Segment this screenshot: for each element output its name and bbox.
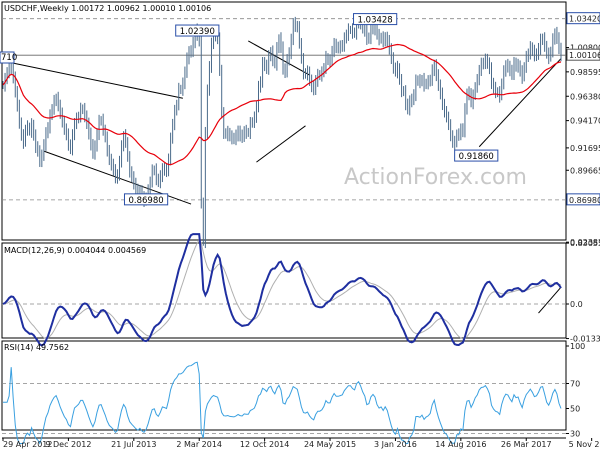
macd-tick-label: -0.013346	[570, 335, 600, 344]
annotation-low-2014: 0.86980	[128, 196, 163, 206]
labels: 0.83055 0.86980 0.89665 0.91695 0.94170 0.963…	[0, 4, 600, 449]
x-tick-label: 24 May 2015	[304, 440, 356, 449]
gridlines	[2, 18, 566, 434]
price-tick-label: 0.96380	[570, 92, 600, 101]
trendline	[256, 125, 306, 163]
last-price-label: 1.00106	[569, 51, 600, 60]
x-tick-label: 14 Aug 2016	[435, 440, 486, 449]
annotation-low-2017-box	[454, 149, 499, 162]
annotation-low-2014-box	[123, 193, 169, 206]
macd-signal-line	[2, 238, 562, 340]
x-tick-label: 26 Mar 2017	[501, 440, 552, 449]
annotation-high-2015-box	[175, 24, 220, 37]
trendline	[478, 58, 562, 148]
rsi-tick-label: 70	[570, 380, 580, 389]
watermark-layer: ActionForex.com	[344, 165, 527, 190]
level-box	[566, 193, 600, 206]
level-box	[566, 12, 600, 25]
price-tick-label: 0.83055	[570, 239, 600, 248]
x-tick-label: 29 Apr 2012	[3, 440, 52, 449]
moving-average-line	[2, 43, 562, 166]
panel-frame-2	[1, 242, 567, 339]
rsi-tick-label: 50	[570, 405, 580, 414]
watermark: ActionForex.com	[344, 165, 527, 190]
price-tick-label: 1.00800	[570, 44, 600, 53]
rsi-tick-label: 30	[570, 430, 580, 439]
x-tick-label: 2 Mar 2014	[176, 440, 222, 449]
x-tick-label: 12 Oct 2014	[240, 440, 289, 449]
price-tick-label: 0.91695	[570, 144, 600, 153]
price-tick-label: 0.94170	[570, 117, 600, 126]
level-label: 1.03420	[569, 15, 600, 24]
annotation-cut: 710	[1, 53, 17, 63]
rsi-line	[3, 361, 562, 445]
level-label: 0.86980	[569, 196, 600, 205]
annotation-cut-box	[0, 51, 15, 64]
trendline	[248, 40, 310, 76]
x-tick-label: 5 Nov 2017	[569, 440, 600, 449]
trendline	[6, 61, 183, 99]
rsi-title: RSI(14) 49.7562	[4, 343, 69, 352]
x-tick-label: 3 Jan 2016	[374, 440, 417, 449]
price-title: USDCHF,Weekly 1.00172 1.00962 1.00010 1.…	[4, 4, 211, 13]
price-tick-label: 0.98595	[570, 68, 600, 77]
annotation-low-2017: 0.91860	[459, 152, 494, 162]
x-tick-label: 9 Dec 2012	[45, 440, 91, 449]
price-bars	[2, 13, 562, 249]
last-price-box	[566, 48, 600, 61]
trendline	[538, 286, 562, 314]
moving-average	[2, 43, 562, 166]
macd-title: MACD(12,26,9) 0.004044 0.004569	[4, 246, 146, 255]
annotation-high-2015: 1.02390	[180, 27, 215, 37]
rsi-line	[3, 361, 562, 445]
panel-frame-3	[1, 340, 567, 431]
x-tick-label: 21 Jul 2013	[111, 440, 156, 449]
panel-frames	[1, 1, 593, 441]
macd-tick-label: 0.0	[570, 300, 583, 309]
annotation-high-2016-box	[353, 13, 398, 26]
macd-lines	[2, 233, 562, 347]
annotation-high-2016: 1.03428	[358, 16, 393, 26]
price-tick-label: 0.89665	[570, 166, 600, 175]
rsi-tick-label: 100	[570, 342, 585, 351]
macd-line	[2, 233, 562, 347]
macd-tick-label: 0.023873	[570, 238, 600, 247]
